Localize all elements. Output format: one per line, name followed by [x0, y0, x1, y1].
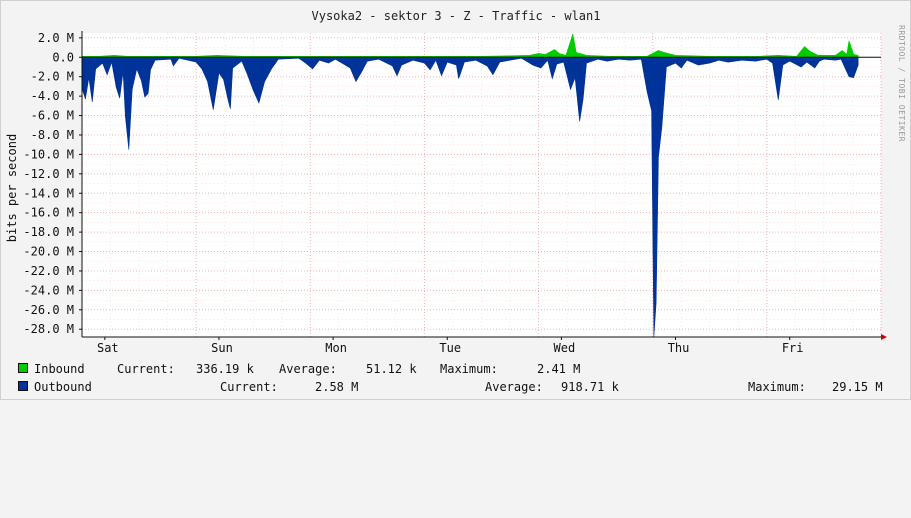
outbound-color-swatch	[18, 381, 28, 391]
y-tick-label: 2.0 M	[38, 31, 74, 45]
outbound-average-label: Average:	[485, 380, 543, 394]
x-tick-label: Fri	[782, 341, 804, 355]
y-tick-label: -24.0 M	[23, 283, 74, 297]
y-tick-label: -6.0 M	[31, 109, 74, 123]
outbound-area	[81, 56, 859, 338]
y-tick-label: -22.0 M	[23, 264, 74, 278]
inbound-maximum-label: Maximum:	[440, 362, 498, 376]
axis-layer	[79, 31, 887, 340]
x-tick-label: Tue	[439, 341, 461, 355]
legend-row-inbound: Inbound Current: 336.19 k Average: 51.12…	[18, 360, 896, 378]
inbound-area	[81, 33, 859, 58]
y-tick-label: 0.0	[52, 50, 74, 64]
inbound-average-label: Average:	[279, 362, 337, 376]
y-tick-label: -4.0 M	[31, 89, 74, 103]
traffic-graph-window: Vysoka2 - sektor 3 - Z - Traffic - wlan1…	[0, 0, 911, 400]
y-tick-label: -2.0 M	[31, 70, 74, 84]
outbound-maximum-value: 29.15 M	[832, 380, 883, 394]
inbound-current-value: 336.19 k	[196, 362, 254, 376]
inbound-color-swatch	[18, 363, 28, 373]
y-tick-label: -20.0 M	[23, 245, 74, 259]
legend: Inbound Current: 336.19 k Average: 51.12…	[18, 360, 896, 396]
area-layer	[81, 33, 859, 338]
label-layer: 2.0 M 0.0 -2.0 M -4.0 M -6.0 M -8.0 M -10.0 M -…	[23, 31, 803, 355]
rrdtool-watermark: RRDTOOL / TOBI OETIKER	[897, 25, 906, 142]
y-tick-label: -18.0 M	[23, 225, 74, 239]
y-tick-label: -16.0 M	[23, 206, 74, 220]
outbound-average-value: 918.71 k	[561, 380, 619, 394]
outbound-current-value: 2.58 M	[315, 380, 359, 394]
inbound-maximum-value: 2.41 M	[537, 362, 581, 376]
y-tick-label: -14.0 M	[23, 186, 74, 200]
x-tick-label: Mon	[325, 341, 347, 355]
chart-title: Vysoka2 - sektor 3 - Z - Traffic - wlan1	[312, 9, 601, 23]
y-tick-label: -8.0 M	[31, 128, 74, 142]
outbound-maximum-label: Maximum:	[748, 380, 806, 394]
y-axis-label: bits per second	[5, 134, 19, 242]
inbound-series-name: Inbound	[34, 362, 85, 376]
outbound-series-name: Outbound	[34, 380, 92, 394]
inbound-average-value: 51.12 k	[366, 362, 417, 376]
x-tick-label: Thu	[668, 341, 690, 355]
x-tick-label: Sun	[211, 341, 233, 355]
x-tick-label: Wed	[554, 341, 576, 355]
y-tick-label: -26.0 M	[23, 303, 74, 317]
inbound-current-label: Current:	[117, 362, 175, 376]
x-axis-arrow	[881, 334, 887, 340]
y-tick-label: -12.0 M	[23, 167, 74, 181]
grid-layer	[81, 33, 882, 337]
y-tick-label: -28.0 M	[23, 322, 74, 336]
outbound-current-label: Current:	[220, 380, 278, 394]
traffic-chart: Vysoka2 - sektor 3 - Z - Traffic - wlan1…	[5, 9, 906, 355]
legend-row-outbound: Outbound Current: 2.58 M Average: 918.71…	[18, 378, 896, 396]
y-tick-label: -10.0 M	[23, 147, 74, 161]
x-tick-label: Sat	[97, 341, 119, 355]
